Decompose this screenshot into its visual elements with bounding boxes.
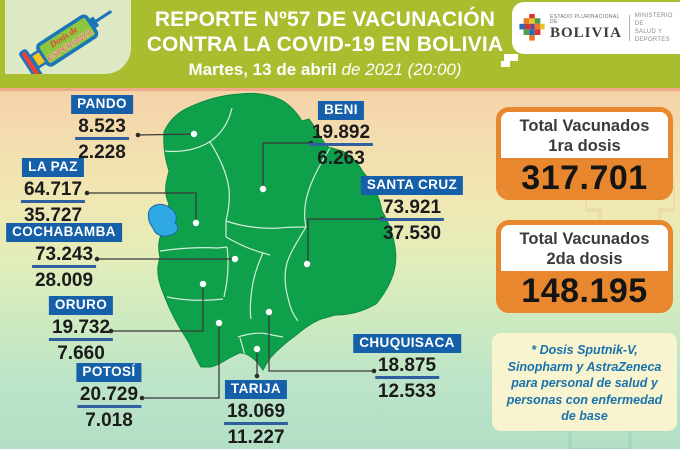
department-first-dose-value: 19.732 <box>48 318 114 341</box>
total-second-dose-value: 148.195 <box>501 271 668 308</box>
total-second-dose-label: Total Vacunados 2da dosis <box>501 225 668 271</box>
total-label-line2: 1ra dosis <box>548 137 621 156</box>
logo-plate-step <box>504 54 518 61</box>
chakana-icon <box>519 14 545 41</box>
title-line-1: REPORTE Nº57 DE VACUNACIÓN <box>154 8 496 31</box>
department-santa-cruz: SANTA CRUZ 73.921 37.530 <box>360 176 464 244</box>
label-end-dots <box>84 132 385 401</box>
department-name-badge: CHUQUISACA <box>353 334 461 353</box>
department-first-dose-value: 20.729 <box>76 385 142 408</box>
report-date: Martes, 13 de abril de 2021 (20:00) <box>188 60 462 80</box>
estado-plurinacional-label: ESTADO PLURINACIONAL DE <box>549 14 620 25</box>
department-chuquisaca: CHUQUISACA 18.875 12.533 <box>353 334 461 401</box>
department-second-dose-value: 6.263 <box>317 147 365 169</box>
department-name-badge: POTOSÍ <box>76 363 142 382</box>
header-banner: Dosis de ESPERANZA REPORTE Nº57 DE VACUN… <box>0 0 680 91</box>
department-la-paz: LA PAZ 64.717 35.727 <box>20 158 86 226</box>
department-second-dose-value: 35.727 <box>23 204 83 226</box>
department-name-badge: ORURO <box>48 296 114 315</box>
total-label-line2: 2da dosis <box>546 250 623 269</box>
ministry-logo-plate: ESTADO PLURINACIONAL DE BOLIVIA MINISTER… <box>512 2 680 54</box>
department-second-dose-value: 12.533 <box>377 380 437 402</box>
department-pando: PANDO 8.523 2.228 <box>71 95 133 162</box>
dosis-de-esperanza-logo: Dosis de ESPERANZA <box>5 0 131 80</box>
gov-text: ESTADO PLURINACIONAL DE BOLIVIA <box>550 15 622 41</box>
department-name-badge: LA PAZ <box>22 158 84 177</box>
department-name-badge: SANTA CRUZ <box>360 176 464 195</box>
total-first-dose-label: Total Vacunados 1ra dosis <box>501 112 668 158</box>
department-name-badge: BENI <box>318 101 364 120</box>
total-label-line1: Total Vacunados <box>519 117 650 135</box>
logo-divider <box>628 15 630 41</box>
department-second-dose-value: 2.228 <box>78 141 126 163</box>
department-first-dose-value: 18.069 <box>223 402 289 425</box>
department-potosi: POTOSÍ 20.729 7.018 <box>76 363 142 431</box>
lake-titicaca <box>147 203 179 237</box>
title-line-2: CONTRA LA COVID-19 EN BOLIVIA <box>146 32 504 56</box>
department-first-dose-value: 19.892 <box>308 123 374 146</box>
department-name-badge: COCHABAMBA <box>6 223 122 242</box>
report-title: REPORTE Nº57 DE VACUNACIÓN CONTRA LA COV… <box>145 8 505 80</box>
department-second-dose-value: 7.660 <box>57 342 105 364</box>
bolivia-wordmark: BOLIVIA <box>549 25 622 41</box>
map-marker-dots <box>190 130 311 353</box>
department-oruro: ORURO 19.732 7.660 <box>48 296 114 364</box>
total-first-dose-value: 317.701 <box>501 158 668 195</box>
department-name-badge: PANDO <box>71 95 133 114</box>
department-second-dose-value: 37.530 <box>382 222 442 244</box>
department-first-dose-value: 8.523 <box>71 117 133 140</box>
department-tarija: TARIJA 18.069 11.227 <box>223 380 289 448</box>
department-first-dose-value: 18.875 <box>353 356 461 379</box>
department-first-dose-value: 73.243 <box>6 245 122 268</box>
vaccine-footnote: * Dosis Sputnik-V, Sinopharm y AstraZene… <box>492 333 677 431</box>
ministry-name: MINISTERIO DE SALUD Y DEPORTES <box>634 12 673 44</box>
logo-plate-step <box>501 61 510 67</box>
department-second-dose-value: 28.009 <box>34 269 94 291</box>
total-label-line1: Total Vacunados <box>519 230 650 248</box>
department-cochabamba: COCHABAMBA 73.243 28.009 <box>6 223 122 290</box>
department-borders <box>159 107 331 363</box>
total-first-dose-box: Total Vacunados 1ra dosis 317.701 <box>496 107 673 200</box>
syringe-icon: Dosis de ESPERANZA <box>19 10 113 80</box>
department-name-badge: TARIJA <box>224 380 288 399</box>
department-first-dose-value: 73.921 <box>361 198 463 221</box>
department-first-dose-value: 64.717 <box>20 180 86 203</box>
total-second-dose-box: Total Vacunados 2da dosis 148.195 <box>496 220 673 313</box>
department-beni: BENI 19.892 6.263 <box>308 101 374 169</box>
department-second-dose-value: 7.018 <box>85 409 133 431</box>
department-second-dose-value: 11.227 <box>227 426 285 448</box>
